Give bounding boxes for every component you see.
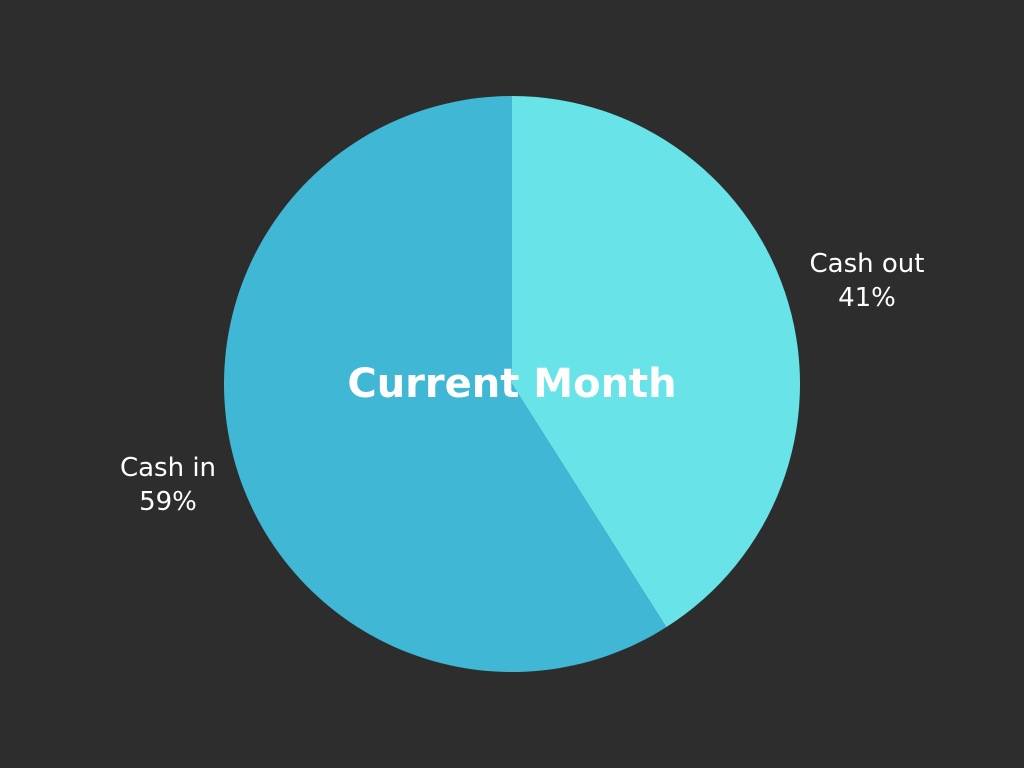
slice-name-cash-in: Cash in <box>119 453 217 483</box>
slice-label-cash-in: Cash in 59% <box>68 451 268 519</box>
pie-slice-cash-in <box>223 96 667 672</box>
slice-percent-cash-out: 41% <box>838 283 896 313</box>
pie-slice-cash-out <box>512 96 800 628</box>
slice-percent-cash-in: 59% <box>139 487 197 517</box>
slice-label-cash-out: Cash out 41% <box>767 247 967 315</box>
slice-name-cash-out: Cash out <box>809 249 925 279</box>
chart-title: Current Month <box>347 361 677 407</box>
